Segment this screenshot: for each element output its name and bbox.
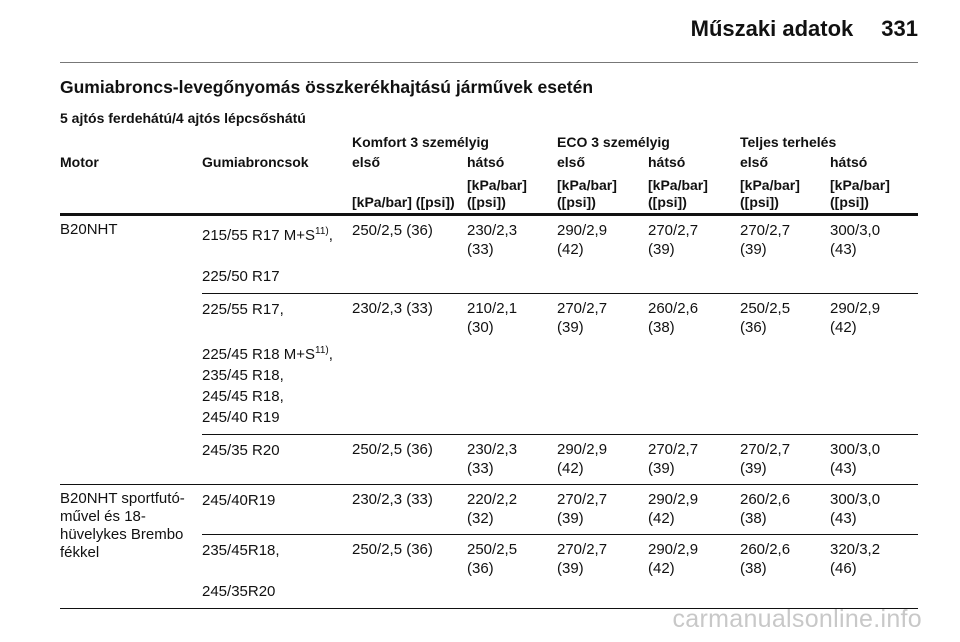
pressure-value: 260/2,6 (38) [648,300,699,336]
tyre-size: 235/45 R18, [202,367,284,384]
tyre-separator: , [328,227,333,244]
table-row: 235/45R18, 245/35R20 250/2,5 (36) 250/2,5 (… [202,535,918,608]
table-row: 215/55 R17 M+S11), 225/50 R17 250/2,5 (36)… [202,216,918,294]
pressure-value: 230/2,3 (33) [467,441,518,477]
pressure-value: 250/2,5 (36) [352,222,433,239]
tyre-size: 225/50 R17 [202,268,280,285]
pressure-value: 270/2,7 (39) [557,491,608,527]
tyre-cell: 225/55 R17, 225/45 R18 M+S11), 235/45 R18,… [202,299,352,428]
group-header: Teljes terhelés [740,134,837,150]
pressure-value: 300/3,0 (43) [830,441,881,477]
tyre-size: 245/45 R18, [202,388,284,405]
column-header: hátsó [467,154,505,170]
pressure-value: 270/2,7 (39) [648,222,699,258]
tyre-cell: 245/40R19 [202,490,352,528]
tyre-size: 245/35R20 [202,583,276,600]
pressure-value: 250/2,5 (36) [467,541,518,577]
unit-header: [kPa/bar] ([psi]) [648,177,708,210]
header-rule [60,62,918,63]
unit-header: [kPa/bar] ([psi]) [557,177,617,210]
tyre-size: 245/35 R20 [202,442,280,459]
table-row: 225/55 R17, 225/45 R18 M+S11), 235/45 R18,… [202,294,918,435]
pressure-value: 210/2,1 (30) [467,300,518,336]
unit-header: [kPa/bar] ([psi]) [740,177,800,210]
page-number: 331 [881,16,918,41]
column-header-row: Motor Gumiabroncsok első hátsó első hátsó első… [60,154,918,171]
pressure-value: 260/2,6 (38) [740,491,791,527]
tyre-text: 225/45 R18 M+S [202,346,315,363]
tyre-size: 245/40R19 [202,492,276,509]
pressure-value: 290/2,9 (42) [557,441,608,477]
footnote-ref: 11) [315,345,329,356]
pressure-value: 220/2,2 (32) [467,491,518,527]
column-header: Motor [60,154,99,170]
tyre-size: 225/45 R18 M+S11), [202,340,352,365]
column-header: Gumiabroncsok [202,154,309,170]
running-header: Műszaki adatok 331 [691,16,918,42]
unit-header: [kPa/bar] ([psi]) [352,194,455,210]
title: Gumiabroncs-levegőnyomás összkerékhajtás… [60,77,594,97]
group-header: Komfort 3 személyig [352,134,489,150]
tyre-text: 215/55 R17 M+S [202,227,315,244]
pressure-value: 230/2,3 (33) [352,491,433,508]
subtitle: 5 ajtós ferdehátú/4 ajtós lépcsőshátú [60,110,306,126]
group-header-row: Komfort 3 személyig ECO 3 személyig Teljes… [60,134,918,154]
pressure-value: 270/2,7 (39) [557,541,608,577]
footnote-ref: 11) [315,226,329,237]
column-header: első [740,154,769,170]
unit-header: [kPa/bar] ([psi]) [467,177,527,210]
engine-group: B20NHT 215/55 R17 M+S11), 225/50 R17 250/2,… [60,216,918,485]
column-header: első [557,154,586,170]
pressure-value: 320/3,2 (46) [830,541,881,577]
group-header: ECO 3 személyig [557,134,670,150]
pressure-value: 270/2,7 (39) [648,441,699,477]
pressure-value: 270/2,7 (39) [740,441,791,477]
column-header: hátsó [648,154,686,170]
motor: B20NHT sportfutó-művel és 18-hüvelykes B… [60,490,185,561]
motor: B20NHT [60,221,118,238]
pressure-table: Komfort 3 személyig ECO 3 személyig Teljes… [60,134,918,609]
tyre-size: 225/55 R17, [202,301,284,318]
pressure-value: 270/2,7 (39) [557,300,608,336]
tyre-cell: 235/45R18, 245/35R20 [202,540,352,602]
unit-header: [kPa/bar] ([psi]) [830,177,890,210]
column-header: hátsó [830,154,868,170]
column-header-block: Motor Gumiabroncsok első hátsó első hátsó első… [60,154,918,216]
pressure-value: 300/3,0 (43) [830,491,881,527]
pressure-value: 250/2,5 (36) [352,541,433,558]
section-title: Műszaki adatok [690,16,854,41]
pressure-value: 290/2,9 (42) [648,491,699,527]
watermark: carmanualsonline.info [672,605,922,633]
tyre-size: 235/45R18, [202,542,280,559]
pressure-value: 230/2,3 (33) [352,300,433,317]
pressure-value: 290/2,9 (42) [830,300,881,336]
table-row: 245/40R19 230/2,3 (33) 220/2,2 (32) 270/2,7… [202,485,918,535]
unit-row: [kPa/bar] ([psi]) [kPa/bar] ([psi]) [kPa/b… [60,177,918,211]
pressure-value: 290/2,9 (42) [557,222,608,258]
pressure-value: 250/2,5 (36) [740,300,791,336]
engine-group: B20NHT sportfutó-művel és 18-hüvelykes B… [60,485,918,609]
pressure-value: 230/2,3 (33) [467,222,518,258]
pressure-value: 250/2,5 (36) [352,441,433,458]
pressure-value: 270/2,7 (39) [740,222,791,258]
tyre-cell: 215/55 R17 M+S11), 225/50 R17 [202,221,352,287]
tyre-cell: 245/35 R20 [202,440,352,478]
pressure-value: 260/2,6 (38) [740,541,791,577]
column-header: első [352,154,381,170]
tyre-size: 215/55 R17 M+S11), [202,221,352,246]
pressure-value: 290/2,9 (42) [648,541,699,577]
pressure-value: 300/3,0 (43) [830,222,881,258]
tyre-separator: , [328,346,333,363]
tyre-size: 245/40 R19 [202,409,280,426]
table-row: 245/35 R20 250/2,5 (36) 230/2,3 (33) 290/2,… [202,435,918,484]
